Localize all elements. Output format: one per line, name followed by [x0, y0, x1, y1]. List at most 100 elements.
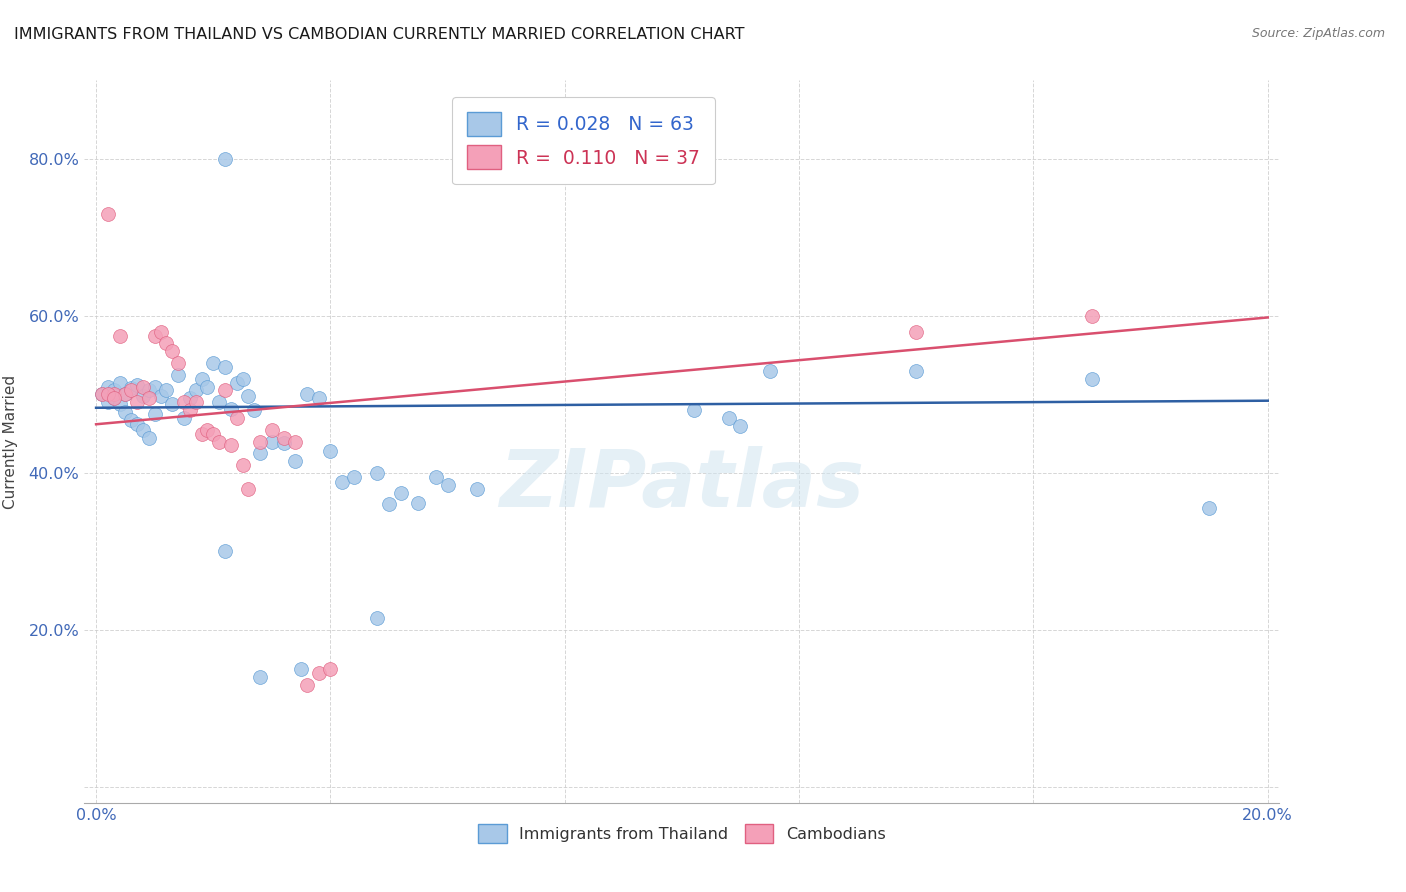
Point — [905, 364, 928, 378]
Point — [127, 395, 149, 409]
Point — [389, 485, 412, 500]
Point — [132, 379, 155, 393]
Point — [162, 344, 183, 359]
Text: IMMIGRANTS FROM THAILAND VS CAMBODIAN CURRENTLY MARRIED CORRELATION CHART: IMMIGRANTS FROM THAILAND VS CAMBODIAN CU… — [14, 27, 745, 42]
Point — [155, 384, 177, 398]
Point — [143, 328, 166, 343]
Point — [114, 387, 136, 401]
Point — [408, 496, 430, 510]
Point — [219, 438, 242, 452]
Point — [1198, 501, 1220, 516]
Point — [127, 417, 149, 432]
Legend: Immigrants from Thailand, Cambodians: Immigrants from Thailand, Cambodians — [471, 818, 893, 849]
Point — [759, 364, 782, 378]
Point — [90, 387, 114, 401]
Point — [120, 381, 142, 395]
Point — [260, 434, 283, 449]
Point — [273, 436, 295, 450]
Point — [179, 392, 201, 406]
Point — [173, 395, 195, 409]
Point — [167, 356, 190, 370]
Point — [214, 384, 236, 398]
Point — [143, 379, 166, 393]
Point — [103, 392, 125, 406]
Point — [214, 359, 236, 374]
Point — [273, 431, 295, 445]
Y-axis label: Currently Married: Currently Married — [3, 375, 17, 508]
Point — [308, 392, 330, 406]
Point — [184, 395, 207, 409]
Point — [138, 392, 160, 406]
Point — [162, 397, 183, 411]
Point — [682, 403, 704, 417]
Point — [366, 611, 388, 625]
Point — [208, 395, 231, 409]
Point — [231, 372, 254, 386]
Point — [120, 412, 142, 426]
Point — [97, 387, 120, 401]
Point — [366, 466, 388, 480]
Point — [149, 389, 172, 403]
Point — [155, 336, 177, 351]
Point — [330, 475, 353, 490]
Point — [108, 328, 131, 343]
Point — [243, 403, 266, 417]
Point — [202, 426, 225, 441]
Point — [132, 389, 155, 403]
Point — [231, 458, 254, 472]
Point — [378, 497, 401, 511]
Point — [238, 389, 260, 403]
Point — [249, 446, 271, 460]
Point — [103, 392, 125, 406]
Point — [238, 482, 260, 496]
Point — [343, 470, 366, 484]
Point — [197, 379, 219, 393]
Point — [97, 395, 120, 409]
Point — [1081, 372, 1104, 386]
Point — [90, 387, 114, 401]
Point — [249, 434, 271, 449]
Point — [202, 356, 225, 370]
Point — [132, 423, 155, 437]
Point — [295, 387, 318, 401]
Point — [225, 411, 247, 425]
Point — [149, 325, 172, 339]
Point — [143, 407, 166, 421]
Point — [290, 662, 312, 676]
Point — [260, 423, 283, 437]
Point — [184, 384, 207, 398]
Point — [179, 403, 201, 417]
Point — [167, 368, 190, 382]
Text: Source: ZipAtlas.com: Source: ZipAtlas.com — [1251, 27, 1385, 40]
Point — [1081, 309, 1104, 323]
Point — [730, 418, 752, 433]
Point — [138, 384, 160, 398]
Point — [138, 431, 160, 445]
Point — [173, 411, 195, 425]
Point — [225, 376, 247, 390]
Point — [214, 152, 236, 166]
Point — [214, 544, 236, 558]
Point — [127, 378, 149, 392]
Point — [120, 384, 142, 398]
Point — [436, 477, 458, 491]
Point — [465, 482, 488, 496]
Point — [208, 434, 231, 449]
Point — [103, 384, 125, 398]
Point — [717, 411, 740, 425]
Point — [249, 670, 271, 684]
Text: ZIPatlas: ZIPatlas — [499, 446, 865, 524]
Point — [97, 207, 120, 221]
Point — [308, 666, 330, 681]
Point — [425, 470, 447, 484]
Point — [108, 397, 131, 411]
Point — [284, 434, 307, 449]
Point — [97, 379, 120, 393]
Point — [295, 678, 318, 692]
Point — [284, 454, 307, 468]
Point — [905, 325, 928, 339]
Point — [108, 376, 131, 390]
Point — [219, 401, 242, 416]
Point — [319, 662, 342, 676]
Point — [190, 372, 212, 386]
